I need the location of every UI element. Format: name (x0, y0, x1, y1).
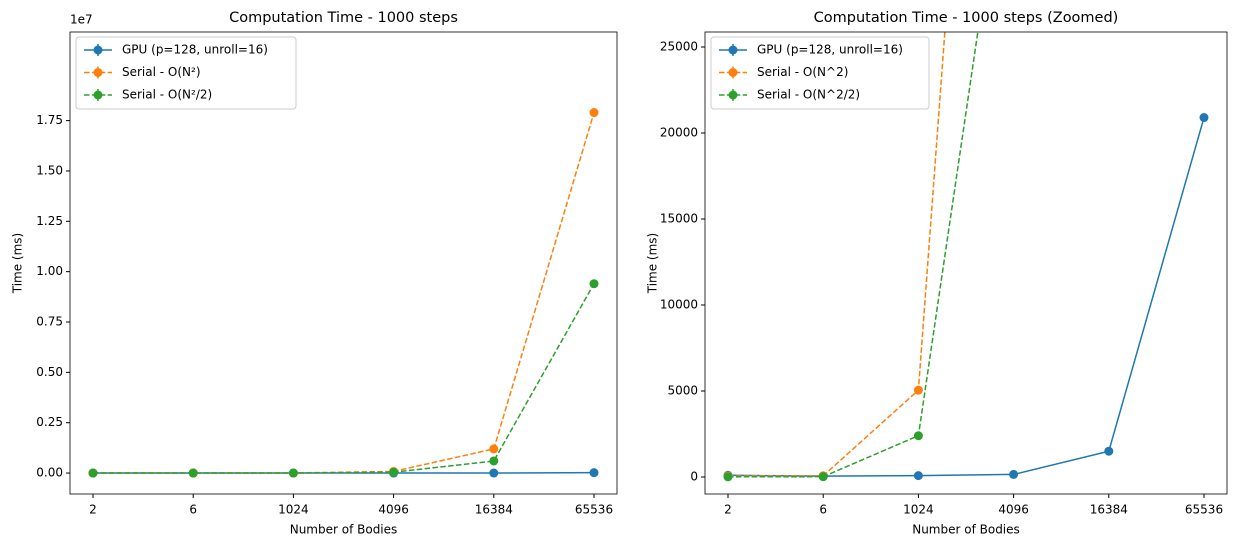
data-point (489, 456, 499, 466)
data-point (489, 468, 499, 478)
y-tick-label: 1.25 (36, 214, 63, 228)
data-point (818, 472, 828, 482)
data-point (913, 431, 923, 441)
y-tick-label: 0.75 (36, 315, 63, 329)
y-tick-label: 15000 (660, 212, 698, 226)
series-line (727, 117, 1205, 477)
plot-area (723, 32, 1209, 482)
legend-label: Serial - O(N^2/2) (757, 88, 860, 102)
legend: GPU (p=128, unroll=16) Serial - O(N^2) Ser… (710, 36, 930, 110)
data-point (589, 108, 599, 118)
legend-label: GPU (p=128, unroll=16) (757, 43, 903, 57)
data-point (288, 468, 298, 478)
x-tick-label: 6 (189, 503, 197, 517)
data-point (1009, 469, 1019, 479)
series-line (727, 32, 979, 478)
series-line (93, 112, 595, 474)
legend-box (710, 36, 930, 110)
y-offset-label: 1e7 (70, 13, 93, 27)
y-tick-label: 5000 (667, 384, 698, 398)
x-tick-label: 1024 (278, 503, 309, 517)
legend-label: Serial - O(N^2) (757, 65, 848, 79)
chart: Computation Time - 1000 steps (Zoomed) Nu… (646, 10, 1228, 537)
series-line (727, 32, 946, 477)
y-tick-label: 0.50 (36, 365, 63, 379)
data-point (188, 468, 198, 478)
data-point (913, 471, 923, 481)
axes-frame (704, 31, 1228, 495)
x-tick-label: 4096 (378, 503, 409, 517)
legend-marker (93, 68, 103, 77)
legend-label: Serial - O(N²/2) (122, 88, 212, 102)
data-point (589, 468, 599, 478)
x-tick-label: 65536 (575, 503, 613, 517)
x-tick-label: 16384 (475, 503, 513, 517)
y-tick-label: 10000 (660, 298, 698, 312)
legend-box (75, 36, 297, 110)
x-tick-label: 2 (724, 503, 732, 517)
y-tick-label: 1.50 (36, 163, 63, 177)
data-point (1104, 446, 1114, 456)
y-tick-label: 0 (690, 470, 698, 484)
legend-marker (728, 68, 738, 77)
chart-title: Computation Time - 1000 steps (229, 10, 458, 26)
data-point (88, 468, 98, 478)
x-tick-label: 4096 (998, 503, 1029, 517)
plot-area (88, 108, 599, 478)
y-tick-label: 25000 (660, 39, 698, 53)
y-axis-label: Time (ms) (646, 233, 660, 295)
data-point (913, 385, 923, 395)
legend-marker (93, 45, 103, 55)
y-tick-label: 0.25 (36, 415, 63, 429)
legend-label: GPU (p=128, unroll=16) (122, 43, 268, 57)
y-axis-label: Time (ms) (11, 233, 25, 295)
x-axis-label: Number of Bodies (290, 523, 398, 537)
data-point (389, 467, 399, 477)
data-point (589, 279, 599, 289)
data-point (723, 472, 733, 482)
y-tick-label: 20000 (660, 126, 698, 140)
legend: GPU (p=128, unroll=16) Serial - O(N²) Seri… (75, 36, 297, 110)
data-point (489, 444, 499, 454)
series-line (93, 283, 595, 474)
x-axis-label: Number of Bodies (912, 523, 1020, 537)
legend-marker (93, 90, 103, 100)
data-point (1199, 113, 1209, 123)
legend-label: Serial - O(N²) (122, 65, 201, 79)
x-tick-label: 1024 (903, 503, 934, 517)
y-tick-label: 0.00 (36, 466, 63, 480)
x-tick-label: 16384 (1090, 503, 1128, 517)
x-tick-label: 6 (819, 503, 827, 517)
y-tick-label: 1.75 (36, 113, 63, 127)
x-tick-label: 2 (89, 503, 97, 517)
chart: Computation Time - 1000 steps Number of B… (11, 10, 618, 537)
x-tick-label: 65536 (1185, 503, 1223, 517)
axes-frame (69, 31, 618, 495)
chart-title: Computation Time - 1000 steps (Zoomed) (814, 10, 1119, 26)
y-tick-label: 1.00 (36, 264, 63, 278)
legend-marker (728, 45, 738, 55)
legend-marker (728, 90, 738, 100)
